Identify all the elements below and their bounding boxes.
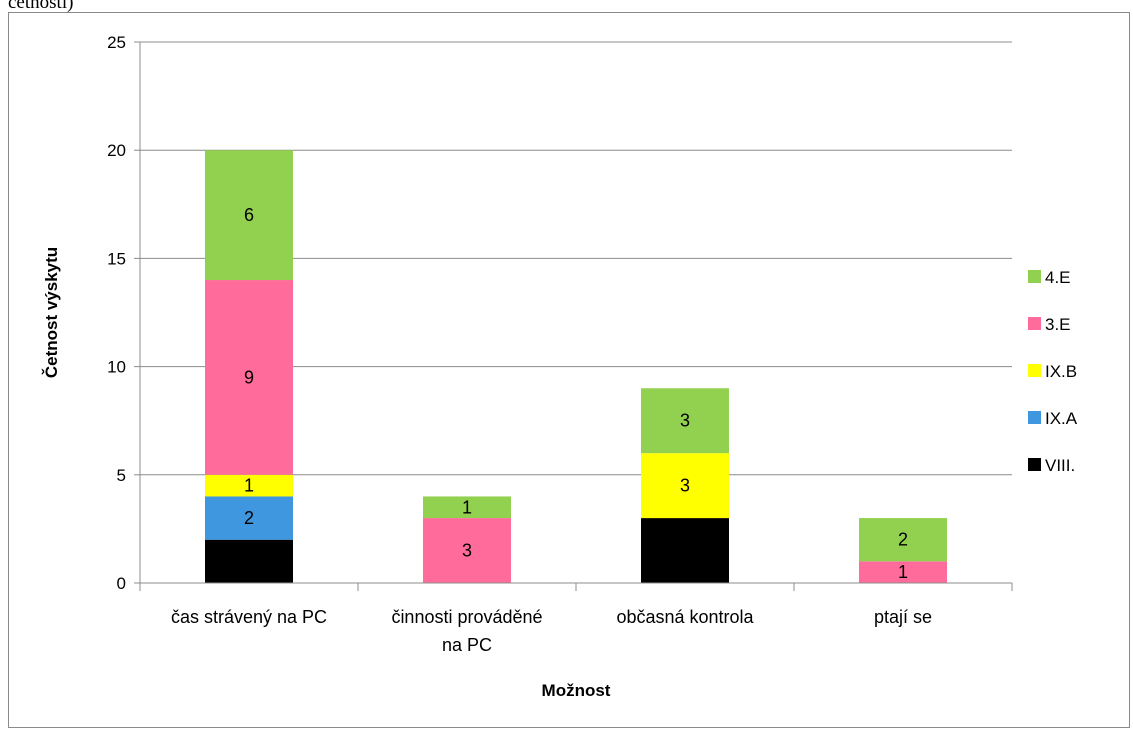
data-label: 3 bbox=[680, 541, 690, 561]
bar-segment bbox=[641, 388, 729, 454]
bar-segment bbox=[641, 453, 729, 519]
bar-segment bbox=[859, 561, 947, 583]
y-tick-label: 25 bbox=[107, 33, 126, 52]
bar-segment bbox=[423, 496, 511, 519]
legend-swatch bbox=[1028, 364, 1041, 377]
data-label: 6 bbox=[244, 205, 254, 225]
x-category-label: občasná kontrola bbox=[616, 607, 754, 627]
axes bbox=[134, 41, 1013, 591]
legend-label: VIII. bbox=[1045, 456, 1075, 475]
y-tick-labels: 0 5 10 15 20 25 bbox=[107, 33, 126, 593]
legend-swatch bbox=[1028, 458, 1041, 471]
data-label: 2 bbox=[244, 551, 254, 571]
legend-label: IX.A bbox=[1045, 409, 1078, 428]
legend-label: 4.E bbox=[1045, 268, 1071, 287]
legend-label: IX.B bbox=[1045, 362, 1077, 381]
bar-segment bbox=[423, 518, 511, 583]
data-label: 3 bbox=[462, 541, 472, 561]
y-tick-label: 15 bbox=[107, 249, 126, 268]
chart-caption: četnosti) bbox=[8, 0, 74, 13]
legend: 4.E 3.E IX.B IX.A VIII. bbox=[1028, 268, 1078, 475]
data-labels: 2 2 1 9 6 3 1 3 3 3 1 2 bbox=[244, 205, 908, 582]
data-label: 9 bbox=[244, 367, 254, 387]
x-category-label: ptají se bbox=[874, 607, 932, 627]
bar-segment bbox=[205, 474, 293, 497]
x-axis-title: Možnost bbox=[542, 681, 611, 700]
x-category-label: na PC bbox=[442, 635, 492, 655]
bar-segment bbox=[205, 150, 293, 281]
y-axis-title: Četnost výskytu bbox=[42, 247, 61, 378]
legend-swatch bbox=[1028, 270, 1041, 283]
y-tick-label: 5 bbox=[117, 466, 126, 485]
x-category-label: činnosti prováděné bbox=[391, 607, 542, 627]
bar-segment bbox=[205, 496, 293, 540]
x-category-labels: čas strávený na PC činnosti prováděné na P… bbox=[171, 607, 932, 655]
x-category-label: čas strávený na PC bbox=[171, 607, 327, 627]
y-tick-label: 0 bbox=[117, 574, 126, 593]
bar-segment bbox=[859, 518, 947, 562]
data-label: 1 bbox=[244, 476, 254, 496]
legend-swatch bbox=[1028, 411, 1041, 424]
data-label: 1 bbox=[898, 562, 908, 582]
bar-segment bbox=[641, 518, 729, 583]
legend-swatch bbox=[1028, 317, 1041, 330]
data-label: 3 bbox=[680, 476, 690, 496]
bar-segments bbox=[205, 150, 947, 583]
legend-label: 3.E bbox=[1045, 315, 1071, 334]
bar-segment bbox=[205, 280, 293, 475]
data-label: 2 bbox=[898, 530, 908, 550]
data-label: 1 bbox=[462, 497, 472, 517]
bar-segment bbox=[205, 539, 293, 583]
chart-frame bbox=[8, 12, 1130, 728]
data-label: 2 bbox=[244, 508, 254, 528]
y-tick-label: 20 bbox=[107, 141, 126, 160]
data-label: 3 bbox=[680, 411, 690, 431]
y-tick-label: 10 bbox=[107, 358, 126, 377]
